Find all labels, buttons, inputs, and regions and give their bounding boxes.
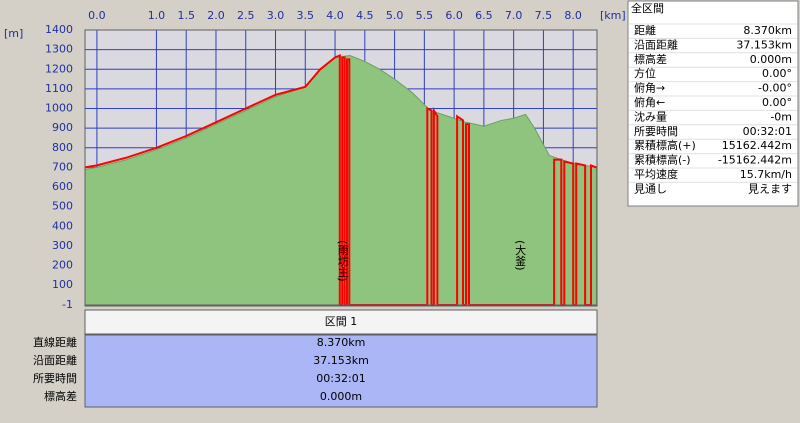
plot-border	[84, 29, 598, 306]
x-tick-label: 6.0	[445, 9, 463, 22]
x-tick-label: 3.0	[267, 9, 285, 22]
track-line	[84, 54, 597, 306]
section-table	[84, 334, 598, 408]
y-tick-label: 1200	[45, 62, 73, 75]
summary-value: 8.370km	[743, 24, 792, 37]
x-tick-label: 7.0	[505, 9, 523, 22]
section-header-box	[84, 309, 598, 335]
summary-value: -0m	[770, 110, 792, 123]
x-tick-label: 7.5	[535, 9, 553, 22]
summary-value: 00:32:01	[743, 125, 792, 138]
y-tick-label: 1000	[45, 102, 73, 115]
y-unit: [m]	[4, 27, 23, 40]
summary-label: 方位	[634, 66, 656, 80]
section-value: 8.370km	[317, 336, 366, 349]
x-tick-label: 5.0	[386, 9, 404, 22]
summary-value: 15162.442m	[722, 139, 792, 152]
annotation: (雨坊主)	[336, 240, 349, 282]
section-label: 直線距離	[33, 335, 77, 349]
section-label: 所要時間	[33, 372, 77, 385]
y-tick-label: 400	[52, 219, 73, 232]
x-tick-label: 6.5	[475, 9, 493, 22]
section-header: 区間 1	[325, 315, 358, 328]
x-tick-label: 5.5	[416, 9, 434, 22]
y-tick-label: 700	[52, 160, 73, 173]
x-tick-label: 1.5	[177, 9, 195, 22]
x-tick-label: 8.0	[564, 9, 582, 22]
summary-value: 0.00°	[762, 96, 792, 109]
x-tick-label: 2.0	[207, 9, 225, 22]
section-label: 沿面距離	[33, 353, 77, 367]
section-value: 00:32:01	[316, 372, 365, 385]
summary-label: 沿面距離	[634, 37, 678, 51]
x-tick-label: 4.5	[356, 9, 374, 22]
summary-value: 37.153km	[736, 38, 792, 51]
summary-label: 所要時間	[634, 125, 678, 138]
x-tick-label: 4.0	[326, 9, 344, 22]
y-tick-label: 1300	[45, 43, 73, 56]
x-tick-label: 2.5	[237, 9, 255, 22]
y-tick-label: 900	[52, 121, 73, 134]
summary-label: 沈み量	[634, 109, 667, 123]
summary-label: 平均速度	[634, 167, 678, 181]
section-label: 標高差	[44, 389, 77, 403]
y-tick-label: 300	[52, 239, 73, 252]
summary-value: -15162.442m	[718, 154, 792, 167]
x-tick-label: 1.0	[148, 9, 166, 22]
y-tick-label: 800	[52, 141, 73, 154]
summary-label: 標高差	[634, 52, 667, 66]
summary-value: 0.000m	[750, 53, 792, 66]
y-tick-label: 500	[52, 200, 73, 213]
annotation: (大釜)	[514, 240, 527, 271]
x-tick-label: 3.5	[297, 9, 315, 22]
y-tick-label: 200	[52, 259, 73, 272]
summary-value: -0.00°	[758, 82, 792, 95]
y-tick-label: -1	[62, 298, 73, 311]
summary-label: 距離	[634, 23, 656, 37]
summary-label: 累積標高(+)	[634, 138, 696, 152]
summary-panel	[627, 0, 799, 207]
summary-label: 俯角→	[634, 81, 665, 95]
y-tick-label: 1400	[45, 23, 73, 36]
section-value: 37.153km	[313, 354, 369, 367]
summary-label: 見通し	[634, 182, 667, 195]
section-value: 0.000m	[320, 390, 362, 403]
x-unit: [km]	[600, 9, 626, 22]
y-tick-label: 600	[52, 180, 73, 193]
summary-label: 累積標高(-)	[634, 153, 691, 167]
y-tick-label: 100	[52, 278, 73, 291]
summary-title: 全区間	[631, 1, 664, 15]
summary-value: 0.00°	[762, 67, 792, 80]
y-tick-label: 1100	[45, 82, 73, 95]
summary-value: 15.7km/h	[740, 168, 792, 181]
summary-value: 見えます	[748, 182, 792, 195]
x-tick-label: 0.0	[88, 9, 106, 22]
summary-label: 俯角←	[634, 95, 665, 109]
